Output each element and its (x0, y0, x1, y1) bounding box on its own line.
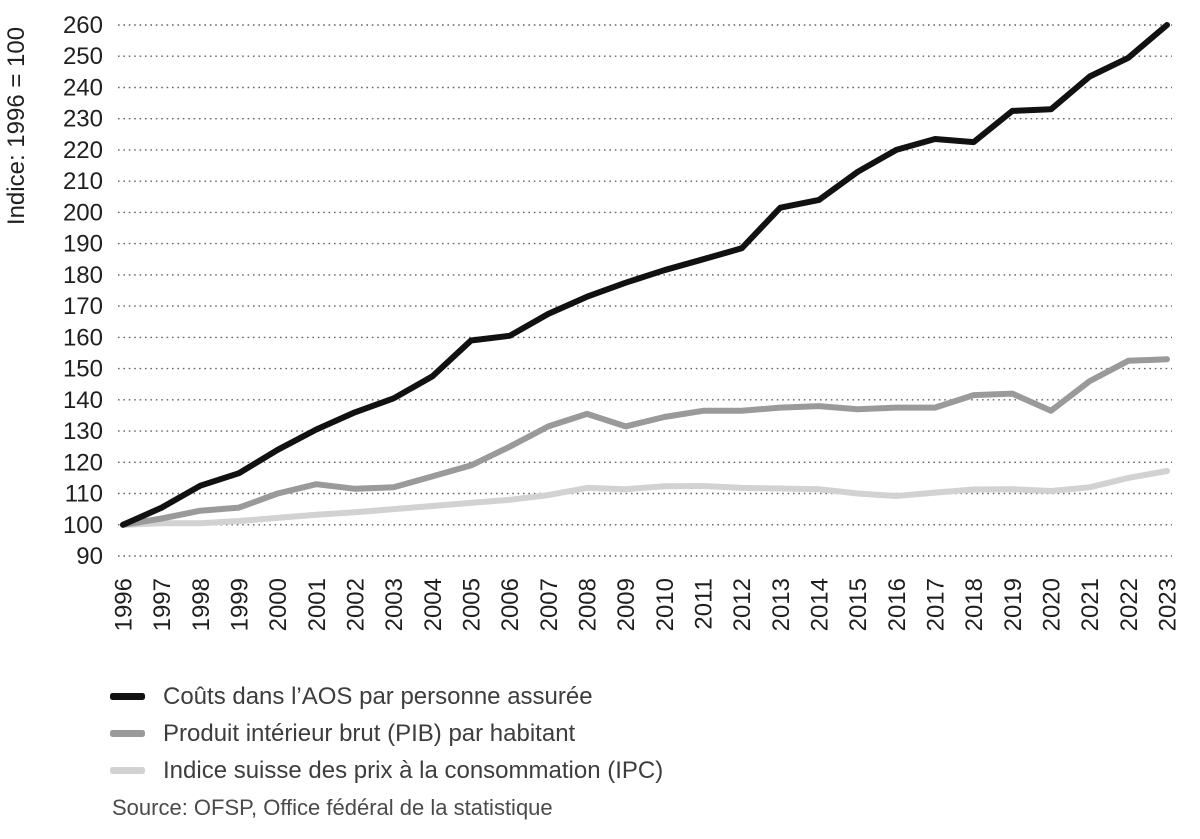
y-tick-label: 170 (63, 293, 103, 320)
y-tick-label: 120 (63, 449, 103, 476)
legend-swatch-ipc (110, 767, 145, 774)
y-tick-label: 110 (65, 481, 103, 508)
y-tick-label: 200 (63, 199, 103, 226)
x-tick-label: 1997 (149, 578, 176, 631)
x-tick-label: 2018 (961, 578, 988, 631)
y-tick-label: 240 (63, 75, 103, 102)
x-tick-label: 2013 (768, 578, 795, 631)
x-tick-label: 2004 (420, 578, 447, 631)
x-tick-label: 2006 (497, 578, 524, 631)
y-tick-label: 250 (63, 43, 103, 70)
legend-label-ipc: Indice suisse des prix à la consommation… (163, 756, 664, 784)
y-tick-label: 220 (63, 137, 103, 164)
x-tick-label: 2020 (1039, 578, 1066, 631)
legend-label-pib: Produit intérieur brut (PIB) par habitan… (163, 719, 576, 747)
y-tick-label: 210 (63, 168, 103, 195)
x-tick-label: 2005 (459, 578, 486, 631)
y-tick-label: 150 (63, 356, 103, 383)
y-tick-label: 90 (76, 543, 103, 570)
x-tick-label: 2022 (1116, 578, 1143, 631)
y-tick-label: 130 (63, 418, 103, 445)
series-line-pib (120, 356, 1170, 528)
x-tick-label: 2017 (923, 578, 950, 631)
x-tick-label: 2021 (1077, 578, 1104, 631)
line-chart: Indice: 1996 = 100 260 250 240 230 220 210 200… (3, 12, 1182, 631)
legend-item-aos: Coûts dans l’AOS par personne assurée (110, 678, 1200, 715)
y-tick-label: 230 (63, 106, 103, 133)
y-tick-label: 160 (63, 324, 103, 351)
x-tick-label: 1996 (111, 578, 138, 631)
legend-label-aos: Coûts dans l’AOS par personne assurée (163, 682, 593, 710)
series-line-aos (120, 22, 1170, 528)
legend: Coûts dans l’AOS par personne assurée Pr… (110, 678, 1200, 789)
x-tick-label: 2019 (1000, 578, 1027, 631)
x-tick-label: 1998 (188, 578, 215, 631)
y-tick-label: 180 (63, 262, 103, 289)
y-tick-label: 260 (63, 12, 103, 39)
x-tick-label: 2009 (613, 578, 640, 631)
legend-item-pib: Produit intérieur brut (PIB) par habitan… (110, 715, 1200, 752)
x-tick-label: 2012 (729, 578, 756, 631)
legend-item-ipc: Indice suisse des prix à la consommation… (110, 752, 1200, 789)
x-tick-labels: 1996 1997 1998 1999 2000 2001 2002 2003 2004 2005… (111, 578, 1182, 631)
y-tick-label: 140 (63, 387, 103, 414)
x-tick-label: 2011 (691, 578, 718, 630)
series-layer (120, 22, 1170, 528)
x-tick-label: 2015 (845, 578, 872, 631)
x-tick-label: 2003 (381, 578, 408, 631)
legend-swatch-pib (110, 730, 145, 737)
series-line-ipc (120, 468, 1170, 528)
grid-layer (118, 24, 1172, 557)
x-tick-label: 2016 (884, 578, 911, 631)
y-tick-labels: 260 250 240 230 220 210 200 190 180 170 160 150 140 1… (63, 12, 103, 570)
x-tick-label: 2002 (343, 578, 370, 631)
x-tick-label: 2014 (807, 578, 834, 631)
x-tick-label: 2001 (304, 578, 331, 631)
legend-swatch-aos (110, 693, 145, 700)
x-tick-label: 2023 (1155, 578, 1182, 631)
x-tick-label: 2007 (536, 578, 563, 631)
x-tick-label: 2010 (652, 578, 679, 631)
x-tick-label: 2008 (575, 578, 602, 631)
x-tick-label: 1999 (227, 578, 254, 631)
y-axis-title: Indice: 1996 = 100 (3, 27, 30, 225)
x-tick-label: 2000 (265, 578, 292, 631)
y-tick-label: 190 (63, 231, 103, 258)
y-tick-label: 100 (63, 512, 103, 539)
source-note: Source: OFSP, Office fédéral de la stati… (112, 795, 553, 820)
